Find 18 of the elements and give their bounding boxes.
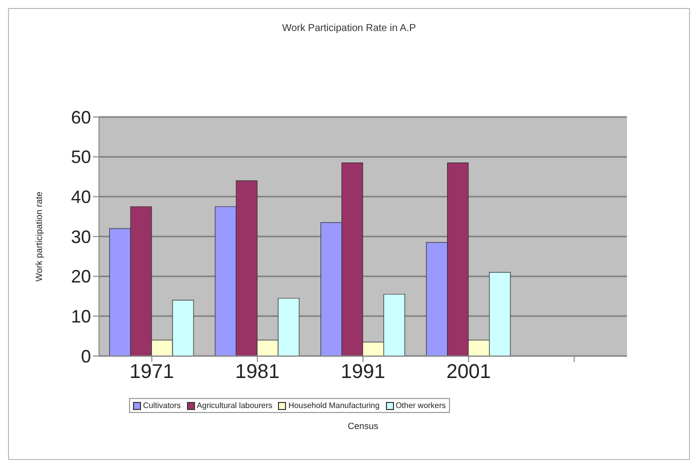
- x-tick-label: 1991: [340, 361, 386, 384]
- y-tick-label: 40: [70, 187, 91, 208]
- y-axis-title: Work participation rate: [34, 192, 44, 282]
- x-axis-title: Census: [348, 421, 379, 431]
- legend-label: Cultivators: [142, 400, 181, 411]
- legend-label: Household Manufacturing: [287, 400, 380, 411]
- y-tick-label: 30: [70, 226, 91, 247]
- x-tick-label: 2001: [446, 361, 491, 384]
- y-tick-label: 0: [80, 346, 91, 366]
- legend-label: Other workers: [394, 400, 446, 411]
- legend-label: Agricultural labourers: [196, 400, 272, 411]
- y-tick-label: 20: [70, 266, 91, 287]
- chart-title: Work Participation Rate in A.P: [281, 23, 417, 34]
- y-tick-label: 50: [70, 147, 91, 168]
- y-tick-label: 10: [70, 306, 91, 327]
- x-tick-label: 1971: [130, 361, 174, 384]
- x-tick-label: 1981: [235, 361, 280, 384]
- y-tick-label: 60: [70, 107, 91, 128]
